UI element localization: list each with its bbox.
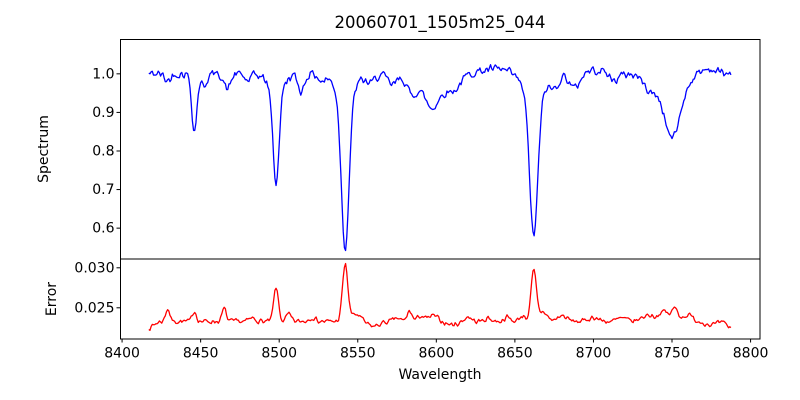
plot-content: 8400 8450 8500 8550 8600 8650 8700 8750 8800 1.0 0…: [74, 64, 769, 362]
x-tick-label: 8700: [576, 346, 612, 362]
y-tick-label: 0.6: [92, 221, 114, 237]
error-line: [148, 262, 732, 332]
chart-title: 20060701_1505m25_044: [334, 13, 545, 33]
spectrum-line: [148, 64, 732, 252]
x-tick-label: 8450: [183, 346, 219, 362]
x-axis-label: Wavelength: [398, 367, 481, 383]
x-tick-label: 8400: [104, 346, 140, 362]
x-tick-label: 8800: [733, 346, 769, 362]
x-tick-label: 8600: [419, 346, 455, 362]
y-tick-label: 0.8: [92, 143, 114, 159]
y-tick-label: 0.7: [92, 182, 114, 198]
y-tick-label: 0.030: [74, 260, 114, 276]
x-tick-label: 8650: [497, 346, 533, 362]
y-tick-label: 0.9: [92, 105, 114, 121]
spectrum-y-axis-label: Spectrum: [36, 115, 52, 183]
error-panel-frame: [120, 258, 761, 340]
x-tick-label: 8550: [340, 346, 376, 362]
x-tick-label: 8750: [654, 346, 690, 362]
y-tick-label: 0.025: [74, 300, 114, 316]
y-tick-label: 1.0: [92, 66, 114, 82]
error-y-axis-label: Error: [44, 282, 60, 316]
x-tick-label: 8500: [261, 346, 297, 362]
